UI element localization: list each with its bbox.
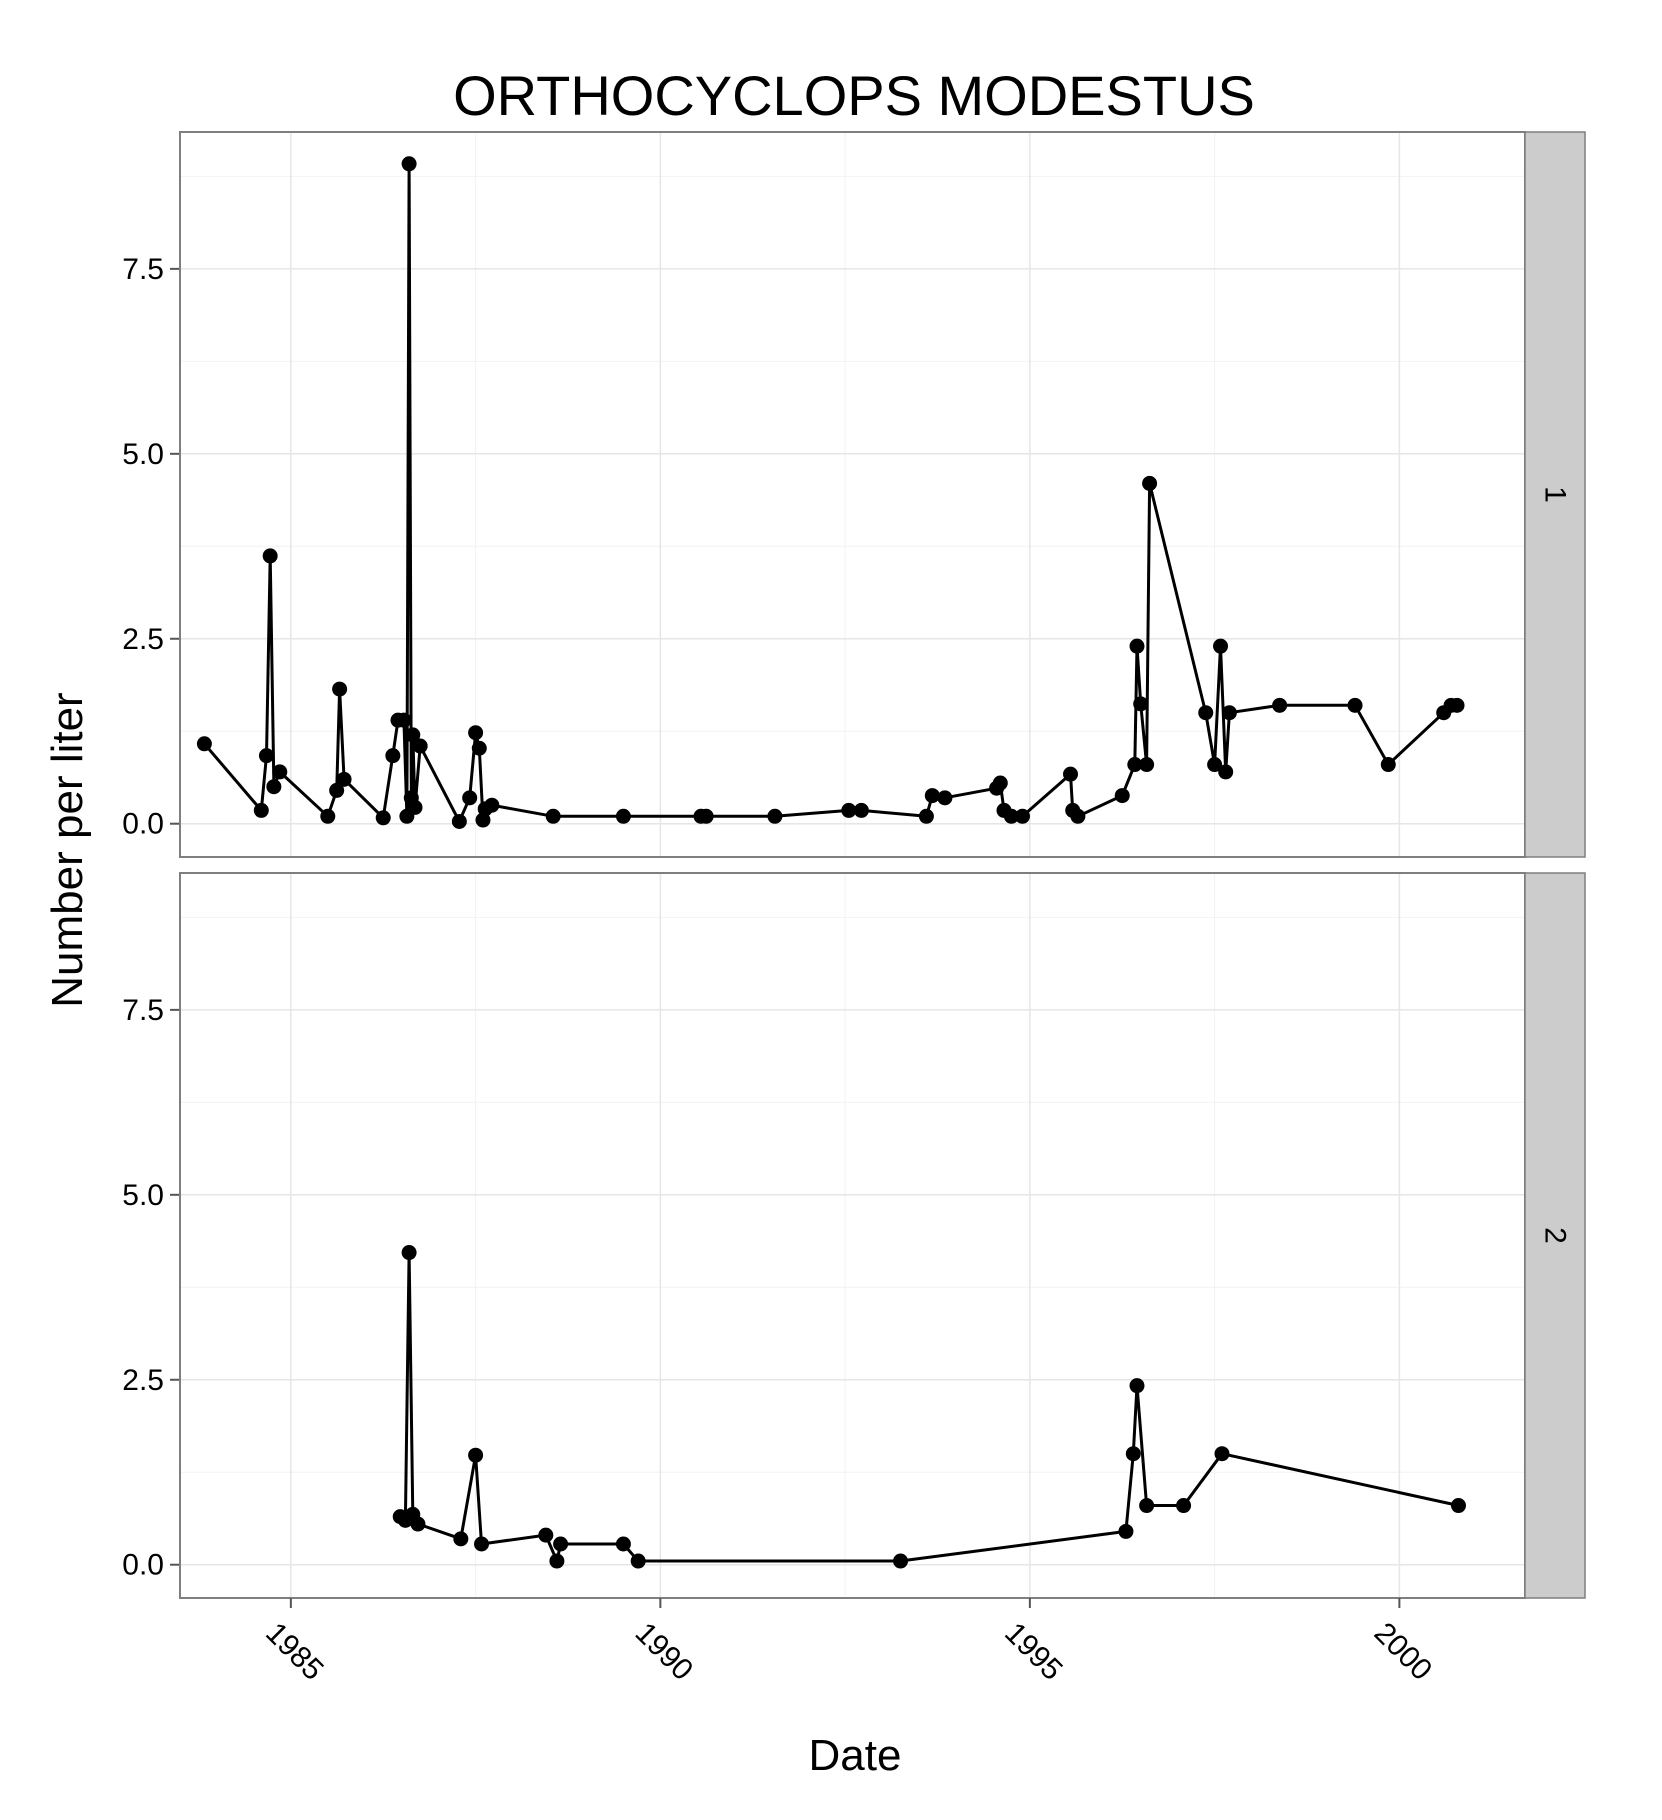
panel-background — [180, 132, 1525, 857]
y-axis-title: Number per liter — [43, 692, 92, 1007]
data-point — [1127, 757, 1143, 773]
data-point — [1133, 696, 1149, 712]
data-point — [272, 764, 288, 780]
data-point — [196, 736, 212, 752]
y-tick-label: 5.0 — [122, 1179, 164, 1212]
data-point — [553, 1536, 569, 1552]
data-point — [1118, 1523, 1134, 1539]
data-point — [1221, 705, 1237, 721]
data-point — [410, 1516, 426, 1532]
data-point — [1272, 697, 1288, 713]
y-tick-label: 0.0 — [122, 1549, 164, 1582]
y-tick-label: 2.5 — [122, 623, 164, 656]
data-point — [1380, 757, 1396, 773]
data-point — [1207, 757, 1223, 773]
data-point — [462, 790, 478, 806]
data-point — [1198, 705, 1214, 721]
data-point — [405, 727, 421, 743]
data-point — [538, 1527, 554, 1543]
data-point — [262, 548, 278, 564]
data-point — [401, 1245, 417, 1261]
data-point — [453, 1531, 469, 1547]
data-point — [924, 788, 940, 804]
data-point — [1014, 808, 1030, 824]
data-point — [412, 738, 428, 754]
data-point — [615, 808, 631, 824]
data-point — [329, 782, 345, 798]
x-tick-label: 1990 — [629, 1616, 700, 1687]
data-point — [385, 748, 401, 764]
data-point — [1142, 475, 1158, 491]
data-point — [1114, 788, 1130, 804]
data-point — [320, 808, 336, 824]
data-point — [918, 808, 934, 824]
data-point — [451, 813, 467, 829]
data-point — [475, 812, 491, 828]
data-point — [841, 802, 857, 818]
y-tick-label: 0.0 — [122, 808, 164, 841]
data-point — [1214, 1446, 1230, 1462]
data-point — [474, 1536, 490, 1552]
data-point — [375, 810, 391, 826]
data-point — [630, 1553, 646, 1569]
data-point — [992, 775, 1008, 791]
data-point — [615, 1536, 631, 1552]
facet-strip-label: 2 — [1539, 1227, 1572, 1244]
x-tick-label: 1985 — [259, 1616, 330, 1687]
y-tick-label: 2.5 — [122, 1364, 164, 1397]
data-point — [1213, 638, 1229, 654]
data-point — [937, 790, 953, 806]
data-point — [767, 808, 783, 824]
data-point — [1450, 1498, 1466, 1514]
data-point — [1139, 757, 1155, 773]
data-point — [1129, 638, 1145, 654]
panel-background — [180, 873, 1525, 1598]
x-tick-label: 2000 — [1368, 1616, 1439, 1687]
data-point — [893, 1553, 909, 1569]
data-point — [1449, 697, 1465, 713]
panel-2: 0.0 2.5 5.0 7.5 2 — [122, 872, 1586, 1599]
data-point — [468, 725, 484, 741]
data-point — [545, 808, 561, 824]
facet-strip — [1524, 872, 1586, 1599]
data-point — [258, 748, 274, 764]
data-point — [484, 797, 500, 813]
data-point — [253, 802, 269, 818]
data-point — [332, 681, 348, 697]
data-point — [336, 771, 352, 787]
y-tick-label: 5.0 — [122, 438, 164, 471]
data-point — [549, 1553, 565, 1569]
x-axis-title: Date — [809, 1731, 902, 1780]
data-point — [1063, 766, 1079, 782]
data-point — [396, 712, 412, 728]
facet-strip-label: 1 — [1539, 486, 1572, 503]
data-point — [401, 156, 417, 172]
data-point — [471, 740, 487, 756]
data-point — [1347, 697, 1363, 713]
data-point — [1176, 1498, 1192, 1514]
data-point — [1070, 808, 1086, 824]
data-point — [266, 779, 282, 795]
y-tick-label: 7.5 — [122, 994, 164, 1027]
data-point — [698, 808, 714, 824]
y-tick-label: 7.5 — [122, 253, 164, 286]
data-point — [1218, 764, 1234, 780]
data-point — [1003, 808, 1019, 824]
x-tick-label: 1995 — [998, 1616, 1069, 1687]
chart-title: ORTHOCYCLOPS MODESTUS — [453, 64, 1255, 127]
series-line — [203, 162, 1457, 823]
facet-strip — [1524, 131, 1586, 858]
data-point — [853, 802, 869, 818]
data-point — [1139, 1498, 1155, 1514]
data-point — [407, 799, 423, 815]
panel-1: 0.0 2.5 5.0 7.5 1 — [122, 131, 1586, 858]
data-point — [1129, 1378, 1145, 1394]
data-point — [1125, 1446, 1141, 1462]
data-point — [468, 1447, 484, 1463]
